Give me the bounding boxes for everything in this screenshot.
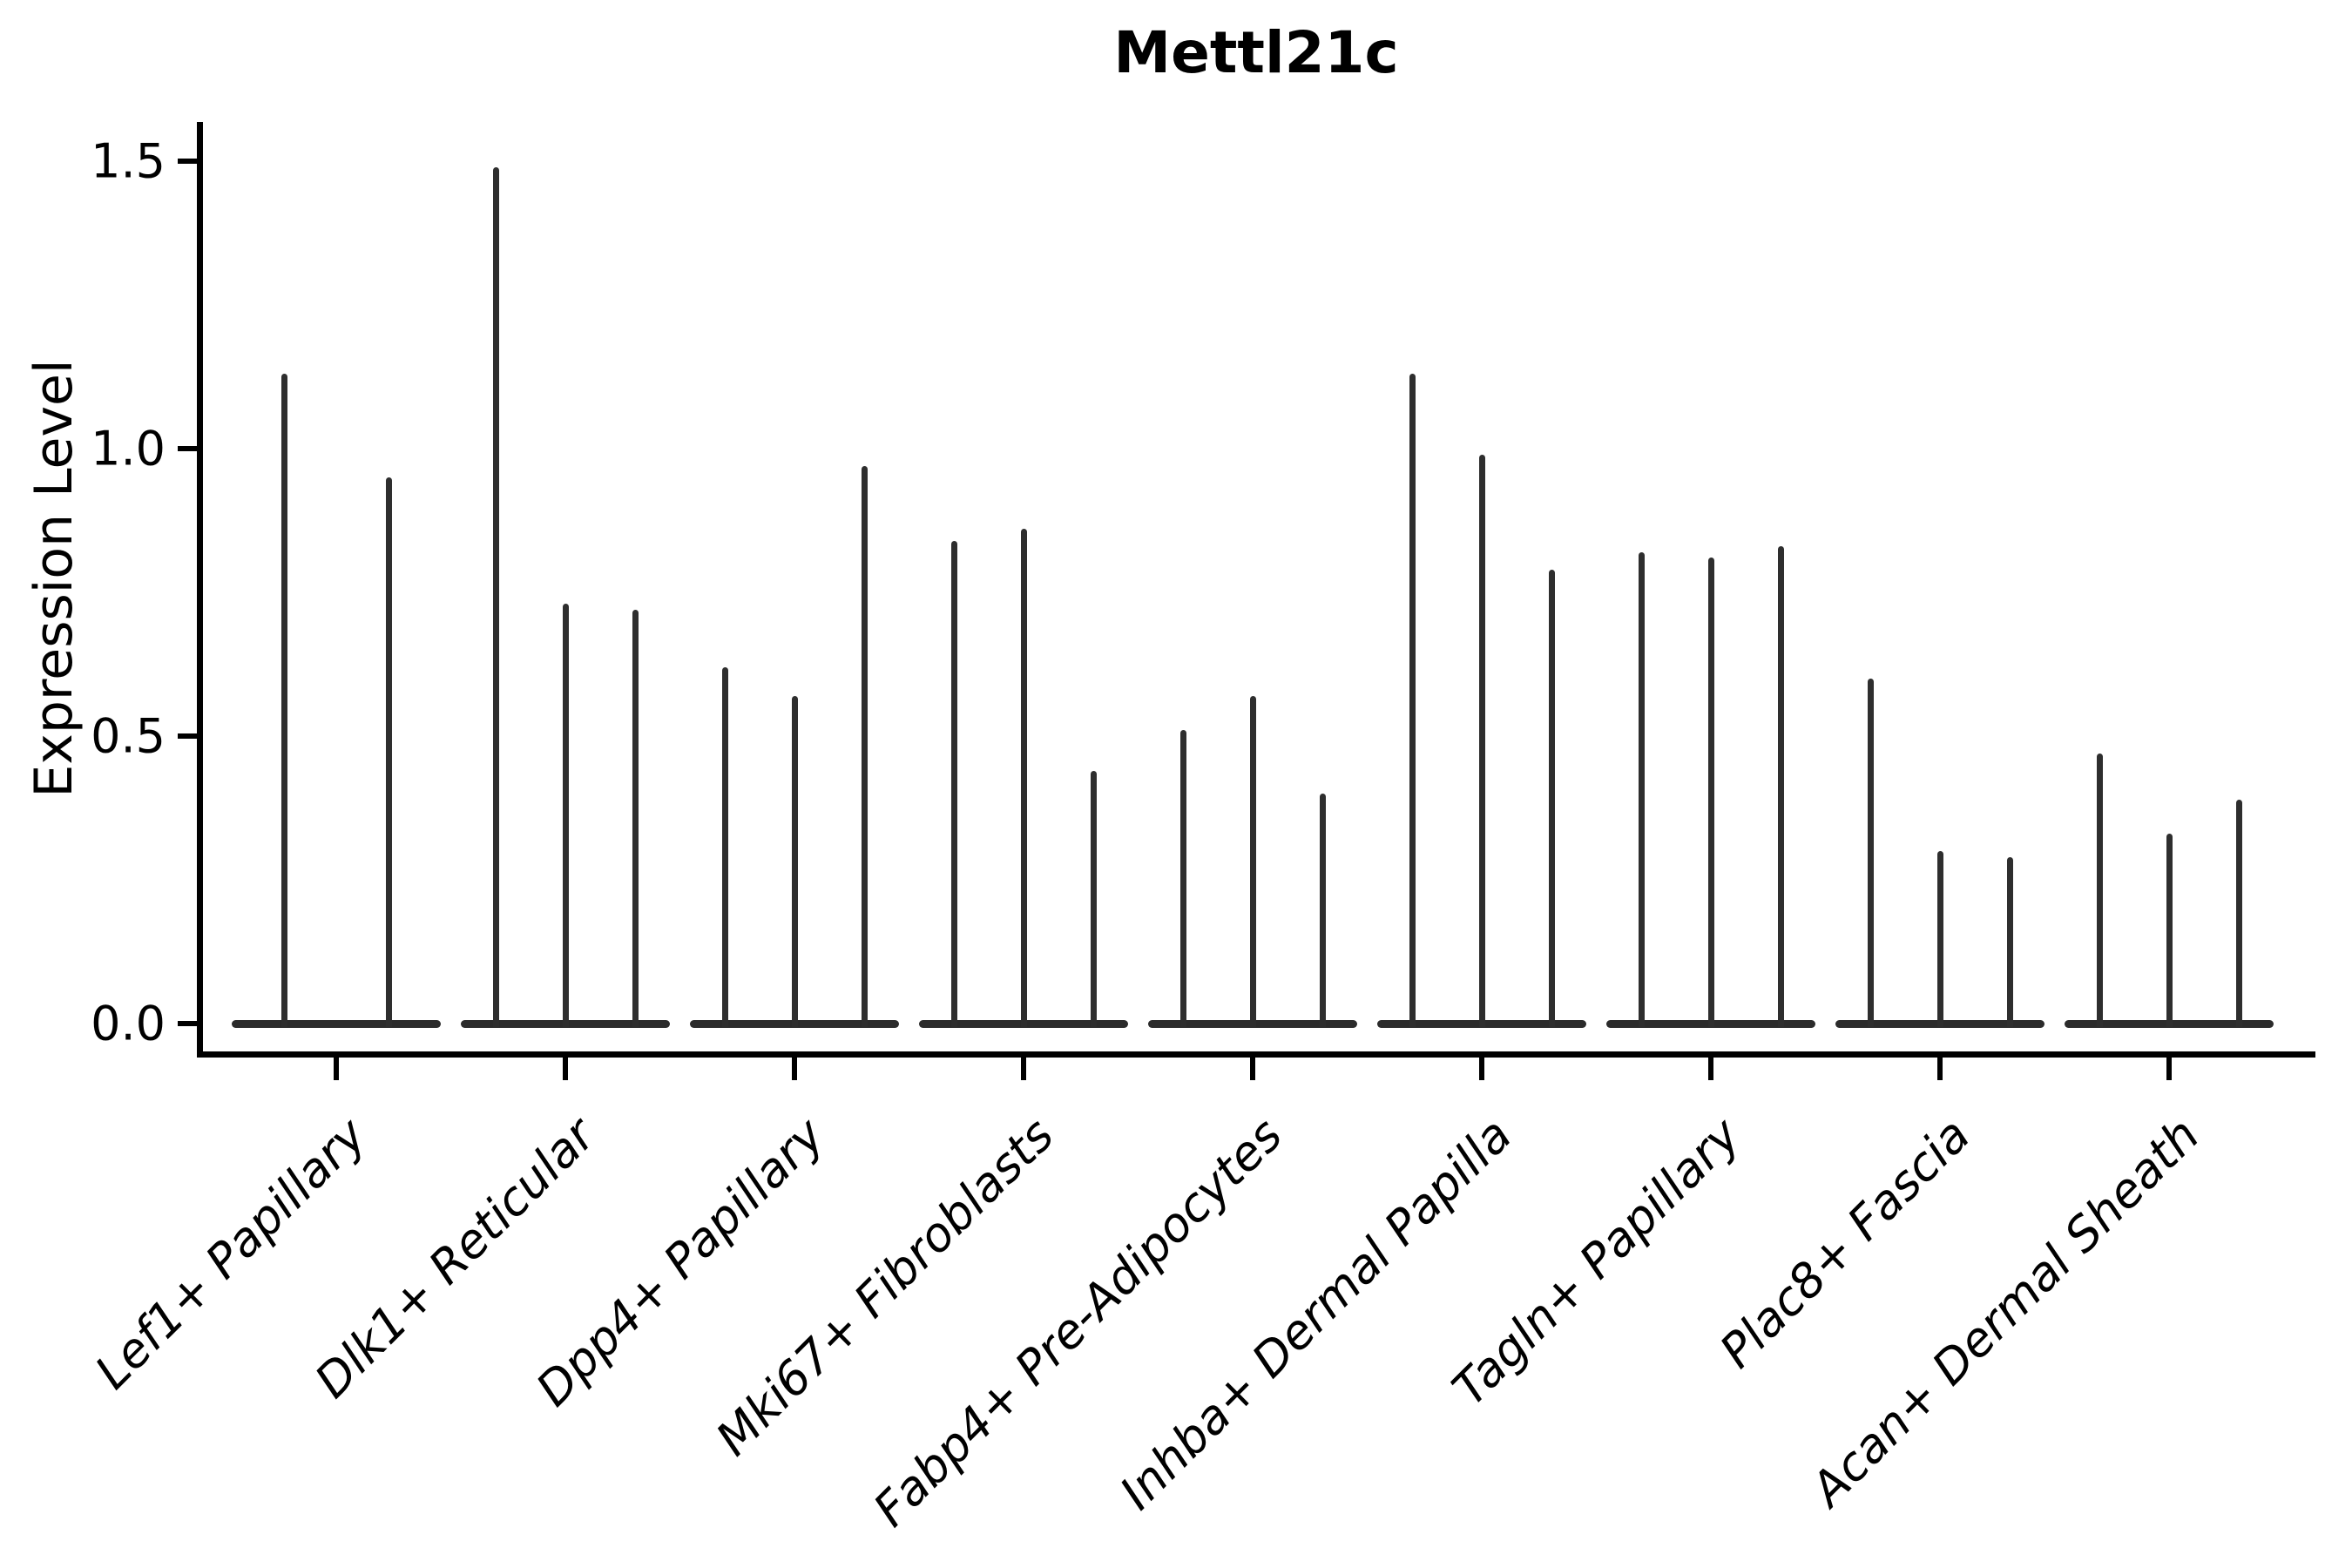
violin-spike: [1319, 794, 1326, 1027]
violin-spike: [1936, 851, 1943, 1027]
violin-spike: [2096, 753, 2103, 1027]
violin-spike: [1777, 546, 1784, 1027]
violin-spike: [1020, 529, 1027, 1027]
violin-spike: [1090, 770, 1097, 1027]
y-tick-label: 0.0: [91, 996, 166, 1051]
violin-spike: [1409, 374, 1416, 1027]
x-tick-mark: [334, 1058, 339, 1080]
x-tick-mark: [792, 1058, 797, 1080]
y-tick-label: 1.5: [91, 133, 166, 189]
x-tick-label: Inhba+ Dermal Papilla: [1109, 1107, 1523, 1521]
violin-spike: [1638, 551, 1645, 1027]
x-tick-mark: [1479, 1058, 1484, 1080]
chart-title: Mettl21c: [1113, 19, 1399, 86]
y-axis-label: Expression Level: [24, 359, 84, 798]
violin-spike: [861, 465, 868, 1027]
x-tick-mark: [2166, 1058, 2172, 1080]
violin-spike: [280, 374, 287, 1027]
violin-spike: [492, 166, 499, 1027]
x-tick-mark: [1250, 1058, 1255, 1080]
violin-spike: [632, 609, 639, 1027]
x-tick-label: Acan+ Dermal Sheath: [1800, 1107, 2210, 1517]
violin-spike: [1179, 730, 1186, 1027]
violin-spike: [562, 604, 569, 1027]
violin-spike: [1707, 558, 1714, 1027]
y-tick-mark: [178, 1021, 197, 1026]
x-tick-mark: [563, 1058, 568, 1080]
x-axis-spine: [197, 1051, 2315, 1058]
y-tick-label: 0.5: [91, 708, 166, 764]
x-tick-mark: [1708, 1058, 1713, 1080]
y-tick-mark: [178, 733, 197, 739]
violin-spike: [1548, 569, 1555, 1027]
y-tick-mark: [178, 446, 197, 451]
violin-spike: [1478, 454, 1485, 1027]
violin-spike: [2166, 834, 2173, 1027]
y-tick-mark: [178, 159, 197, 164]
violin-spike: [950, 540, 957, 1027]
x-tick-label: Fabp4+ Pre-Adipocytes: [862, 1107, 1294, 1538]
violin-spike: [1867, 679, 1874, 1027]
violin-spike: [721, 666, 728, 1027]
violin-spike: [2006, 856, 2013, 1027]
x-tick-mark: [1021, 1058, 1026, 1080]
violin-spike: [2235, 799, 2242, 1027]
y-tick-label: 1.0: [91, 421, 166, 476]
violin-base: [232, 1020, 441, 1028]
violin-spike: [385, 477, 392, 1027]
violin-spike: [1249, 695, 1256, 1027]
x-tick-mark: [1937, 1058, 1943, 1080]
y-axis-spine: [197, 122, 203, 1058]
violin-spike: [791, 695, 798, 1027]
